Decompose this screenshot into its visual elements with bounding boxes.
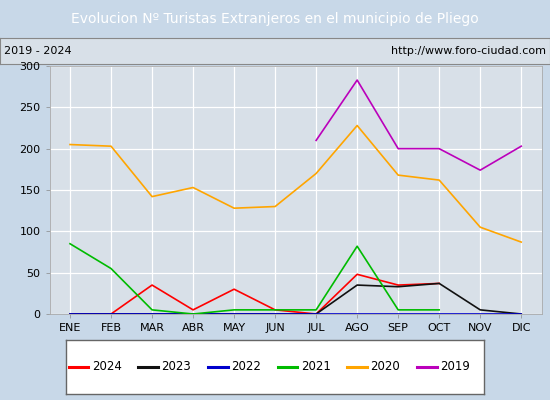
Text: Evolucion Nº Turistas Extranjeros en el municipio de Pliego: Evolucion Nº Turistas Extranjeros en el …	[71, 12, 479, 26]
Text: 2019 - 2024: 2019 - 2024	[4, 46, 72, 56]
Text: http://www.foro-ciudad.com: http://www.foro-ciudad.com	[390, 46, 546, 56]
Text: 2023: 2023	[162, 360, 191, 374]
Text: 2021: 2021	[301, 360, 331, 374]
Text: 2019: 2019	[440, 360, 470, 374]
Text: 2024: 2024	[92, 360, 122, 374]
Text: 2022: 2022	[231, 360, 261, 374]
Text: 2020: 2020	[371, 360, 400, 374]
